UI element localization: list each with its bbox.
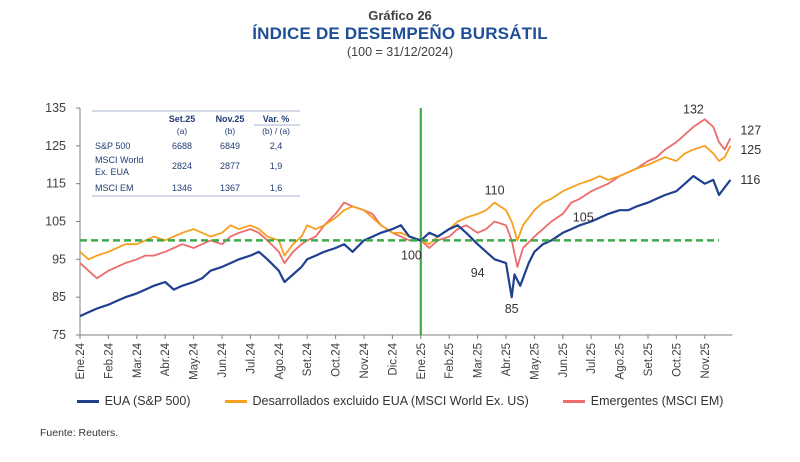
x-tick-label: May.24 <box>189 342 201 379</box>
y-tick-label: 135 <box>45 101 66 115</box>
data-label-85: 85 <box>505 302 519 316</box>
table-col-var: Var. % <box>263 114 290 124</box>
x-tick-label: Nov.24 <box>359 342 371 378</box>
table-row-world-name: MSCI World <box>95 155 143 165</box>
data-label-110: 110 <box>485 184 505 198</box>
x-tick-label: Set.25 <box>643 343 655 376</box>
source-note: Fuente: Reuters. <box>40 427 119 439</box>
table-row-sp500-name: S&P 500 <box>95 141 130 151</box>
y-tick-label: 105 <box>45 215 66 229</box>
table-sub-b: (b) <box>225 126 236 136</box>
table-row-sp500-var: 2,4 <box>270 141 283 151</box>
y-tick-label: 75 <box>52 328 66 342</box>
table-row-em-name: MSCI EM <box>95 183 134 193</box>
legend-item-sp500: EUA (S&P 500) <box>76 394 191 408</box>
base-note: (100 = 31/12/2024) <box>347 45 453 59</box>
x-tick-label: Abr.24 <box>160 342 172 376</box>
table-row-em-b: 1367 <box>220 183 240 193</box>
x-tick-label: Ene.24 <box>75 342 87 379</box>
x-tick-label: Mar.25 <box>473 343 485 378</box>
legend: EUA (S&P 500) Desarrollados excluido EUA… <box>0 394 800 408</box>
y-tick-label: 85 <box>52 290 66 304</box>
x-tick-label: Ene.25 <box>416 343 428 379</box>
data-label-132: 132 <box>683 102 704 116</box>
legend-swatch-sp500 <box>76 399 99 403</box>
table-sub-var: (b) / (a) <box>262 126 290 136</box>
series-line-sp500 <box>79 175 732 318</box>
x-tick-label: Feb.25 <box>444 343 456 379</box>
x-tick-label: May.25 <box>529 343 541 380</box>
table-row-sp500-b: 6849 <box>220 141 240 151</box>
annotations: 85 94 116 110 125 105 132 127 100 <box>401 102 761 316</box>
table-row-world-b: 2877 <box>220 161 240 171</box>
x-tick-label: Abr.25 <box>501 343 513 376</box>
x-tick-label: Oct.24 <box>331 342 343 376</box>
x-tick-label: Ago.25 <box>615 343 627 379</box>
inset-table: Set.25 Nov.25 Var. % (a) (b) (b) / (a) S… <box>92 110 300 197</box>
chart-subtitle: Gráfico 26 <box>368 8 432 23</box>
x-tick-label: Jun.25 <box>558 343 570 378</box>
x-tick-label: Oct.25 <box>671 343 683 377</box>
table-row-world-a: 2824 <box>172 161 192 171</box>
series-group <box>79 118 732 318</box>
y-tick-label: 115 <box>46 177 66 191</box>
legend-label-msci-world: Desarrollados excluido EUA (MSCI World E… <box>252 394 529 408</box>
x-tick-label: Mar.24 <box>132 342 144 378</box>
chart-title: ÍNDICE DE DESEMPEÑO BURSÁTIL <box>252 24 548 43</box>
table-row-world-var: 1,9 <box>270 161 283 171</box>
table-row-em-var: 1,6 <box>270 183 283 193</box>
data-label-94: 94 <box>471 266 485 280</box>
table-row-em-a: 1346 <box>172 183 192 193</box>
x-tick-label: Jul.25 <box>586 343 598 374</box>
x-tick-label: Nov.25 <box>700 343 712 379</box>
x-tick-label: Ago.24 <box>274 342 286 379</box>
legend-label-msci-em: Emergentes (MSCI EM) <box>590 394 724 408</box>
x-tick-label: Feb.24 <box>103 342 115 378</box>
legend-item-msci-em: Emergentes (MSCI EM) <box>562 394 724 408</box>
table-row-sp500-a: 6688 <box>172 141 192 151</box>
legend-swatch-msci-em <box>562 399 585 403</box>
x-tick-label: Jul.24 <box>245 342 257 373</box>
table-row-world-name2: Ex. EUA <box>95 167 129 177</box>
legend-label-sp500: EUA (S&P 500) <box>104 394 191 408</box>
data-label-116: 116 <box>740 173 760 187</box>
data-label-127: 127 <box>740 123 761 137</box>
axes: 75 85 95 105 115 125 135 Ene.24 Feb.24 Mar.24 Abr.… <box>45 101 733 380</box>
x-tick-label: Dic.24 <box>387 342 399 375</box>
data-label-125: 125 <box>740 143 761 157</box>
table-col-nov25: Nov.25 <box>216 114 245 124</box>
x-tick-label: Set.24 <box>302 342 314 376</box>
table-sub-a: (a) <box>177 126 188 136</box>
y-tick-label: 95 <box>52 252 66 266</box>
data-label-105: 105 <box>573 211 594 225</box>
data-label-100: 100 <box>401 248 422 262</box>
legend-item-msci-world: Desarrollados excluido EUA (MSCI World E… <box>224 394 529 408</box>
y-tick-label: 125 <box>45 139 66 153</box>
legend-swatch-msci-world <box>224 399 247 403</box>
table-col-set25: Set.25 <box>169 114 196 124</box>
x-tick-label: Jun.24 <box>217 342 229 377</box>
